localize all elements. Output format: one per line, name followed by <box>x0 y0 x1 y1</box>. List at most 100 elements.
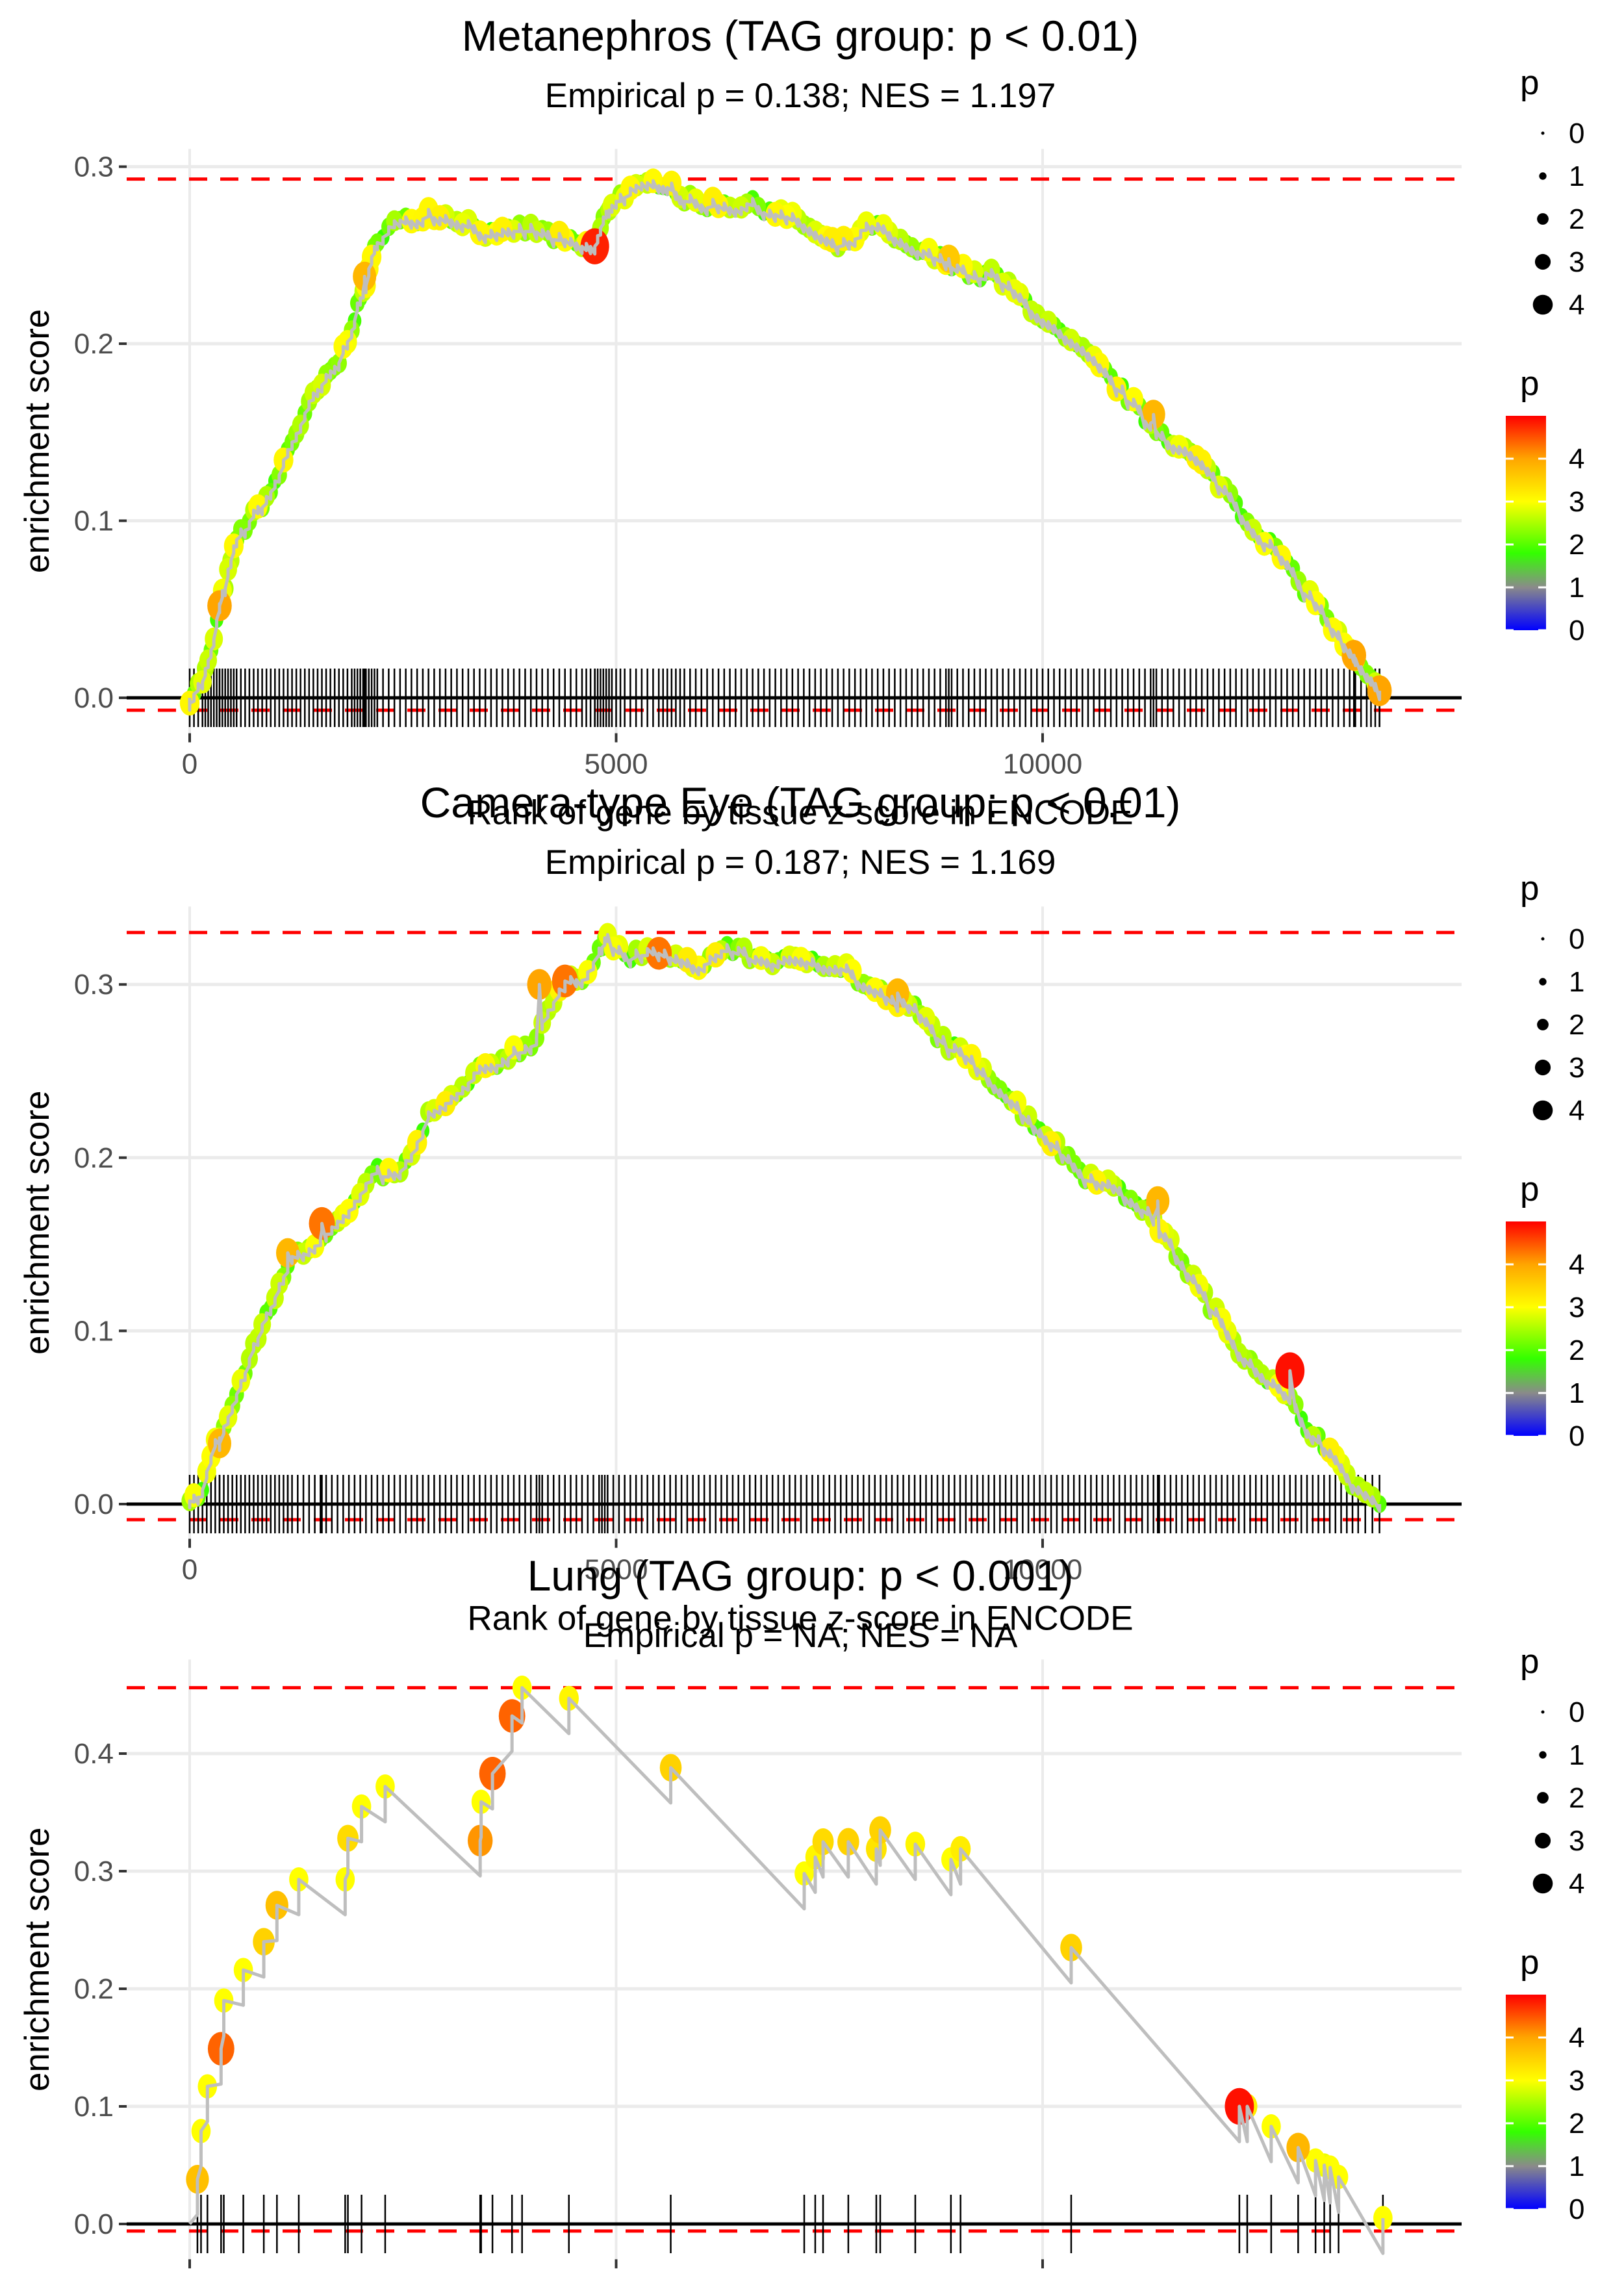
colorbar-label: 2 <box>1569 2108 1584 2140</box>
size-legend-symbol <box>1541 937 1545 941</box>
colorbar-label: 4 <box>1569 2022 1584 2054</box>
color-legend-title: p <box>1520 1943 1539 1982</box>
size-legend: p0 1 2 3 4 <box>1520 869 1584 1127</box>
colorbar-label: 2 <box>1569 1335 1584 1366</box>
size-legend-label: 3 <box>1569 246 1584 278</box>
size-legend-symbol <box>1537 1792 1549 1804</box>
x-axis-title: Rank of gene by tissue z-score in ENCODE <box>467 794 1133 832</box>
y-tick-label: 0.1 <box>74 505 114 537</box>
size-legend-label: 2 <box>1569 203 1584 235</box>
size-legend-label: 1 <box>1569 966 1584 998</box>
y-tick-label: 0.0 <box>74 682 114 714</box>
running-score-line <box>188 1686 1385 2255</box>
colorbar-label: 1 <box>1569 1377 1584 1409</box>
size-legend-title: p <box>1520 1642 1539 1681</box>
colorbar-label: 4 <box>1569 1249 1584 1281</box>
chart-panel-2: Lung (TAG group: p < 0.001) Empirical p =… <box>18 1552 1584 2269</box>
chart-title: Lung (TAG group: p < 0.001) <box>527 1552 1074 1600</box>
chart-subtitle: Empirical p = 0.187; NES = 1.169 <box>545 843 1056 882</box>
y-tick-label: 0.0 <box>74 2208 114 2240</box>
size-legend-label: 2 <box>1569 1782 1584 1814</box>
size-legend: p0 1 2 3 4 <box>1520 1642 1584 1900</box>
grid <box>127 1659 1462 2260</box>
y-tick-label: 0.1 <box>74 1315 114 1347</box>
size-legend-title: p <box>1520 64 1539 102</box>
running-score-line <box>188 179 1382 712</box>
size-legend-symbol <box>1539 1751 1547 1759</box>
points <box>179 168 1392 716</box>
x-axis-title: Rank of gene by tissue z-score in ENCODE <box>467 1599 1133 1637</box>
chart-panel-1: Camera-type Eye (TAG group: p < 0.01) Emp… <box>18 778 1584 1637</box>
size-legend-label: 0 <box>1569 1696 1584 1728</box>
y-axis-title: enrichment score <box>18 1827 57 2091</box>
y-tick-label: 0.3 <box>74 969 114 1001</box>
x-tick-label: 0 <box>182 1553 197 1585</box>
size-legend-symbol <box>1539 978 1547 986</box>
size-legend-label: 0 <box>1569 118 1584 149</box>
size-legend-symbol <box>1534 253 1551 270</box>
y-tick-label: 0.3 <box>74 151 114 183</box>
running-score-line <box>188 933 1382 1513</box>
colorbar-label: 2 <box>1569 529 1584 561</box>
size-legend-symbol <box>1537 213 1549 225</box>
size-legend-symbol <box>1539 172 1547 180</box>
y-axis-title: enrichment score <box>18 1091 57 1355</box>
x-tick-label: 10000 <box>1003 1553 1082 1585</box>
chart-subtitle: Empirical p = NA; NES = NA <box>583 1616 1018 1655</box>
points <box>181 923 1387 1513</box>
x-tick-label: 5000 <box>585 748 648 780</box>
size-legend-symbol <box>1541 131 1545 135</box>
colorbar <box>1506 1221 1546 1436</box>
points <box>186 1675 1393 2230</box>
color-legend: p 0 1 2 3 4 <box>1506 1170 1584 1452</box>
size-legend-symbol <box>1532 1100 1553 1121</box>
size-legend-symbol <box>1534 1832 1551 1849</box>
colorbar <box>1506 416 1546 630</box>
color-legend: p 0 1 2 3 4 <box>1506 1943 1584 2225</box>
size-legend-label: 1 <box>1569 160 1584 192</box>
size-legend-label: 3 <box>1569 1825 1584 1857</box>
size-legend-label: 4 <box>1569 1095 1584 1127</box>
size-legend-label: 0 <box>1569 923 1584 955</box>
size-legend-symbol <box>1537 1019 1549 1030</box>
color-legend-title: p <box>1520 364 1539 403</box>
colorbar-label: 1 <box>1569 2151 1584 2182</box>
colorbar-label: 1 <box>1569 572 1584 604</box>
y-tick-label: 0.0 <box>74 1488 114 1520</box>
size-legend-label: 3 <box>1569 1052 1584 1084</box>
y-tick-label: 0.3 <box>74 1856 114 1887</box>
colorbar-label: 3 <box>1569 1292 1584 1323</box>
size-legend-symbol <box>1534 1059 1551 1076</box>
chart-title: Metanephros (TAG group: p < 0.01) <box>462 12 1139 60</box>
y-tick-label: 0.2 <box>74 328 114 360</box>
colorbar-label: 0 <box>1569 2193 1584 2225</box>
size-legend-label: 2 <box>1569 1009 1584 1041</box>
size-legend-label: 4 <box>1569 1868 1584 1900</box>
y-tick-label: 0.2 <box>74 1142 114 1174</box>
colorbar-label: 4 <box>1569 443 1584 475</box>
x-tick-label: 10000 <box>1003 748 1082 780</box>
y-axis-title: enrichment score <box>18 309 57 574</box>
size-legend: p0 1 2 3 4 <box>1520 64 1584 321</box>
colorbar-label: 3 <box>1569 2065 1584 2097</box>
colorbar-label: 0 <box>1569 1420 1584 1452</box>
size-legend-symbol <box>1532 1873 1553 1894</box>
size-legend-title: p <box>1520 869 1539 908</box>
color-legend: p 0 1 2 3 4 <box>1506 364 1584 646</box>
colorbar <box>1506 1995 1546 2209</box>
chart-panel-0: Metanephros (TAG group: p < 0.01) Empiric… <box>18 12 1584 832</box>
size-legend-label: 1 <box>1569 1739 1584 1771</box>
size-legend-symbol <box>1541 1710 1545 1714</box>
colorbar-label: 0 <box>1569 615 1584 646</box>
y-tick-label: 0.2 <box>74 1973 114 2005</box>
colorbar-label: 3 <box>1569 486 1584 518</box>
y-tick-label: 0.4 <box>74 1738 114 1770</box>
y-tick-label: 0.1 <box>74 2091 114 2123</box>
color-legend-title: p <box>1520 1170 1539 1208</box>
chart-title: Camera-type Eye (TAG group: p < 0.01) <box>420 778 1181 826</box>
chart-subtitle: Empirical p = 0.138; NES = 1.197 <box>545 77 1056 115</box>
x-tick-label: 5000 <box>585 1553 648 1585</box>
x-tick-label: 0 <box>182 748 197 780</box>
size-legend-symbol <box>1532 294 1553 315</box>
